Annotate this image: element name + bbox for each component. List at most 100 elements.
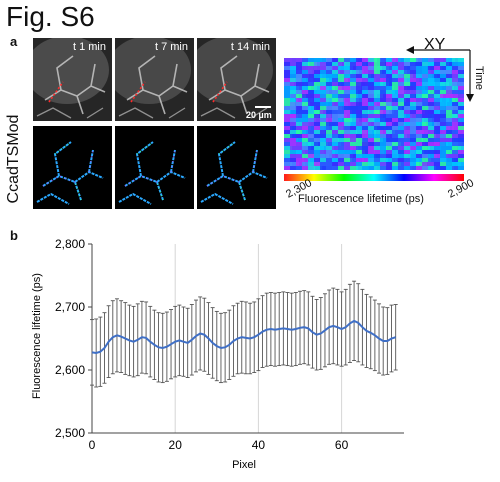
kymo-pixel	[368, 130, 376, 134]
kymo-pixel	[392, 66, 398, 70]
kymo-pixel	[398, 66, 407, 70]
kymo-pixel	[344, 70, 352, 74]
kymo-pixel	[320, 78, 329, 82]
kymo-pixel	[392, 158, 398, 162]
kymo-pixel	[356, 162, 362, 166]
kymo-pixel	[308, 78, 316, 82]
kymo-pixel	[290, 166, 301, 170]
kymo-pixel	[338, 98, 345, 102]
kymo-pixel	[410, 74, 420, 78]
kymo-pixel	[458, 122, 464, 126]
kymo-pixel	[452, 86, 458, 90]
kymo-pixel	[398, 102, 404, 106]
kymo-pixel	[404, 134, 410, 138]
kymo-pixel	[332, 138, 339, 142]
kymo-pixel	[296, 162, 305, 166]
kymo-pixel	[338, 82, 345, 86]
kymo-pixel	[332, 106, 342, 110]
kymo-pixel	[332, 74, 339, 78]
kymo-pixel	[308, 106, 316, 110]
kymo-pixel	[314, 102, 321, 106]
kymo-pixel	[380, 70, 389, 74]
kymo-pixel	[290, 90, 301, 94]
kymo-pixel	[344, 118, 352, 122]
kymo-pixel	[380, 162, 386, 166]
kymo-pixel	[284, 82, 294, 86]
error-bar	[90, 319, 94, 386]
kymo-pixel	[344, 74, 351, 78]
kymo-pixel	[416, 134, 427, 138]
kymo-pixel	[350, 102, 359, 106]
kymo-pixel	[428, 122, 437, 126]
kymo-pixel	[398, 90, 406, 94]
kymo-pixel	[398, 122, 405, 126]
kymo-pixel	[428, 110, 438, 114]
kymo-pixel	[440, 58, 448, 62]
kymo-pixel	[368, 106, 374, 110]
kymo-pixel	[338, 114, 347, 118]
kymo-pixel	[362, 94, 373, 98]
kymo-pixel	[296, 86, 306, 90]
kymo-pixel	[290, 138, 298, 142]
kymo-pixel	[446, 98, 455, 102]
kymo-pixel	[410, 142, 416, 146]
x-axis-label: Pixel	[232, 459, 256, 471]
kymo-pixel	[290, 130, 300, 134]
kymo-pixel	[440, 138, 446, 142]
kymo-pixel	[410, 122, 420, 126]
kymo-pixel	[458, 62, 464, 66]
kymo-pixel	[428, 94, 439, 98]
lifetime-map-1	[33, 126, 112, 209]
kymo-pixel	[302, 86, 311, 90]
kymo-pixel	[302, 158, 310, 162]
kymo-pixel	[380, 154, 388, 158]
kymo-pixel	[416, 66, 427, 70]
kymo-pixel	[296, 58, 307, 62]
kymo-pixel	[380, 166, 386, 170]
kymo-pixel	[344, 142, 351, 146]
kymo-pixel	[314, 134, 320, 138]
kymo-pixel	[410, 162, 419, 166]
kymo-pixel	[320, 126, 329, 130]
kymo-pixel	[284, 130, 295, 134]
kymo-pixel	[440, 114, 446, 118]
kymo-pixel	[314, 130, 325, 134]
kymo-pixel	[326, 74, 337, 78]
kymo-pixel	[368, 62, 377, 66]
kymo-pixel	[422, 146, 430, 150]
kymo-pixel	[368, 150, 375, 154]
kymo-pixel	[428, 134, 436, 138]
kymo-pixel	[410, 166, 416, 170]
kymo-pixel	[308, 102, 314, 106]
kymo-pixel	[422, 122, 432, 126]
kymo-pixel	[434, 138, 440, 142]
kymo-pixel	[350, 66, 358, 70]
kymo-pixel	[350, 142, 356, 146]
kymo-pixel	[284, 126, 292, 130]
row-label-text: CcadTSMod	[5, 114, 22, 204]
kymo-pixel	[386, 78, 397, 82]
kymo-pixel	[284, 146, 292, 150]
kymo-pixel	[434, 126, 441, 130]
kymo-pixel	[446, 106, 452, 110]
kymo-pixel	[380, 98, 390, 102]
kymo-pixel	[404, 154, 411, 158]
kymo-pixel	[368, 166, 377, 170]
kymo-pixel	[338, 70, 349, 74]
kymo-pixel	[416, 62, 423, 66]
kymo-pixel	[380, 102, 391, 106]
kymo-pixel	[320, 130, 331, 134]
kymo-pixel	[404, 118, 410, 122]
kymo-pixel	[404, 102, 413, 106]
series-line	[91, 319, 396, 355]
kymo-pixel	[398, 74, 404, 78]
kymo-pixel	[326, 78, 332, 82]
kymo-pixel	[380, 58, 388, 62]
kymo-pixel	[446, 154, 452, 158]
kymo-pixel	[326, 114, 332, 118]
kymo-axis-arrows	[406, 46, 474, 102]
kymo-pixel	[338, 162, 344, 166]
kymo-pixel	[458, 82, 464, 86]
kymo-pixel	[356, 58, 364, 62]
kymo-pixel	[344, 82, 355, 86]
